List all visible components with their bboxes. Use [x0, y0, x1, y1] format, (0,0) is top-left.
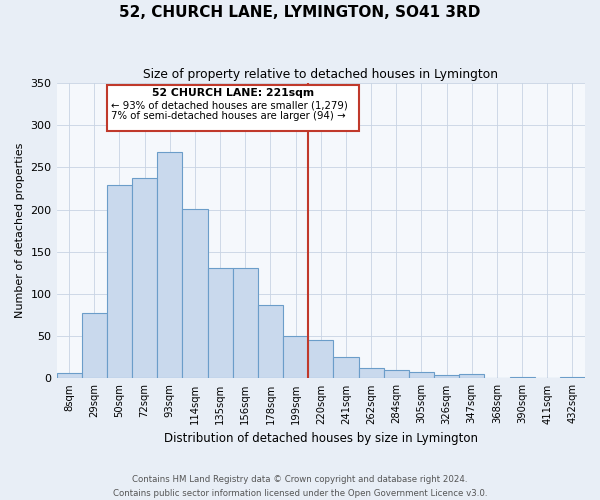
- Y-axis label: Number of detached properties: Number of detached properties: [15, 143, 25, 318]
- X-axis label: Distribution of detached houses by size in Lymington: Distribution of detached houses by size …: [164, 432, 478, 445]
- Bar: [459, 374, 484, 378]
- Bar: [107, 185, 132, 378]
- Bar: [409, 372, 434, 378]
- Bar: [283, 336, 308, 378]
- Text: ← 93% of detached houses are smaller (1,279): ← 93% of detached houses are smaller (1,…: [110, 101, 347, 111]
- Bar: [434, 375, 459, 378]
- Bar: [182, 209, 208, 378]
- Title: Size of property relative to detached houses in Lymington: Size of property relative to detached ho…: [143, 68, 498, 80]
- Bar: [258, 305, 283, 378]
- Text: 52, CHURCH LANE, LYMINGTON, SO41 3RD: 52, CHURCH LANE, LYMINGTON, SO41 3RD: [119, 5, 481, 20]
- Text: Contains HM Land Registry data © Crown copyright and database right 2024.
Contai: Contains HM Land Registry data © Crown c…: [113, 476, 487, 498]
- Bar: [359, 368, 383, 378]
- Bar: [233, 268, 258, 378]
- Bar: [334, 358, 359, 378]
- Text: 52 CHURCH LANE: 221sqm: 52 CHURCH LANE: 221sqm: [152, 88, 314, 98]
- Text: 7% of semi-detached houses are larger (94) →: 7% of semi-detached houses are larger (9…: [110, 111, 345, 121]
- FancyBboxPatch shape: [107, 84, 359, 131]
- Bar: [82, 314, 107, 378]
- Bar: [56, 374, 82, 378]
- Bar: [208, 268, 233, 378]
- Bar: [509, 376, 535, 378]
- Bar: [560, 376, 585, 378]
- Bar: [157, 152, 182, 378]
- Bar: [308, 340, 334, 378]
- Bar: [383, 370, 409, 378]
- Bar: [132, 178, 157, 378]
